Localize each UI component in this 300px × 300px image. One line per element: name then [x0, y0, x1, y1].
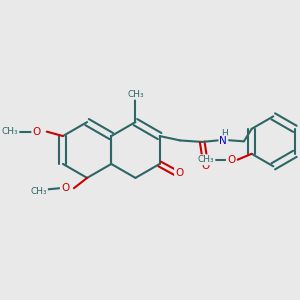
Text: CH₃: CH₃ — [2, 127, 18, 136]
Text: N: N — [220, 136, 227, 146]
Text: O: O — [175, 168, 183, 178]
Text: O: O — [227, 155, 235, 165]
Text: CH₃: CH₃ — [127, 90, 144, 99]
Text: H: H — [221, 129, 228, 138]
Text: O: O — [32, 127, 40, 136]
Text: CH₃: CH₃ — [30, 187, 47, 196]
Text: O: O — [61, 183, 69, 193]
Text: O: O — [201, 161, 209, 171]
Text: CH₃: CH₃ — [198, 155, 214, 164]
